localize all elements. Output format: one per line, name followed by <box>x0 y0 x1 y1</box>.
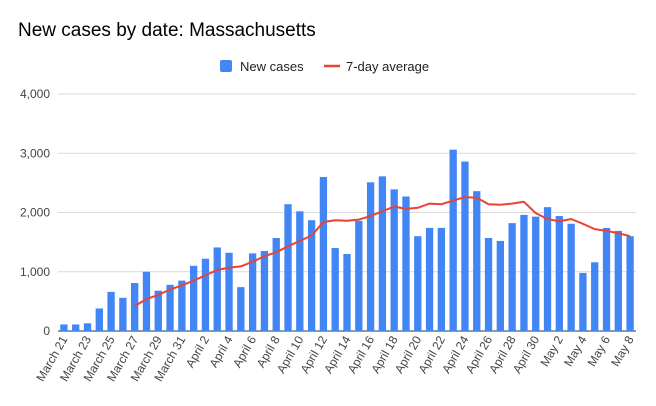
y-tick-label: 2,000 <box>20 206 50 220</box>
legend: New cases 7-day average <box>220 59 429 74</box>
x-tick-label: May 4 <box>561 333 590 369</box>
x-tick-label: May 6 <box>585 333 614 369</box>
bar <box>225 252 233 331</box>
bar <box>532 216 540 331</box>
bar <box>201 258 210 331</box>
line-7-day-average <box>134 196 631 307</box>
y-tick-label: 1,000 <box>20 265 50 279</box>
bar <box>260 251 269 331</box>
bar <box>602 227 611 331</box>
legend-swatch-new-cases <box>220 60 232 72</box>
bar <box>213 247 221 331</box>
bar <box>414 236 422 331</box>
bar <box>355 220 363 331</box>
bar <box>520 214 528 331</box>
bar <box>567 223 575 331</box>
bar <box>390 189 398 331</box>
bar <box>331 248 339 331</box>
bar <box>614 230 622 331</box>
bar <box>461 161 469 331</box>
bar <box>178 280 186 331</box>
bar <box>189 265 198 331</box>
bar <box>83 323 92 331</box>
y-tick-label: 3,000 <box>20 146 50 160</box>
legend-label-new-cases: New cases <box>240 59 304 74</box>
chart-title: New cases by date: Massachusetts <box>18 20 316 41</box>
bar <box>543 207 552 331</box>
bar <box>237 287 245 331</box>
bar <box>284 204 292 331</box>
y-tick-label: 4,000 <box>20 87 50 101</box>
bar <box>119 297 127 331</box>
bar <box>296 211 304 331</box>
bar <box>484 237 493 331</box>
bar <box>248 253 257 331</box>
bar <box>555 216 563 331</box>
bar <box>425 227 434 331</box>
bar <box>378 176 387 331</box>
bar <box>437 227 446 331</box>
bar <box>591 262 599 331</box>
bar <box>496 240 505 331</box>
bar <box>343 253 351 331</box>
bar <box>154 290 162 331</box>
bar <box>626 236 634 331</box>
bar <box>60 324 68 331</box>
bar <box>272 237 280 331</box>
bar <box>508 223 516 331</box>
bar <box>142 271 151 331</box>
x-tick-label: May 2 <box>537 333 566 369</box>
y-tick-label: 0 <box>43 324 50 338</box>
bar <box>449 149 457 331</box>
bar <box>366 182 375 331</box>
bar <box>72 324 80 331</box>
bar <box>402 196 410 331</box>
bar <box>319 176 328 331</box>
line-series-7-day-average <box>134 196 631 307</box>
legend-label-7-day-average: 7-day average <box>346 59 429 74</box>
bar-series-new-cases <box>60 149 634 331</box>
bar <box>307 220 316 331</box>
bar <box>473 191 481 331</box>
bar <box>107 291 115 331</box>
bar <box>131 283 139 331</box>
bar <box>579 272 587 331</box>
bar <box>95 308 103 331</box>
x-tick-label: May 8 <box>608 333 637 369</box>
bar <box>166 284 174 331</box>
y-axis-ticks: 0 1,000 2,000 3,000 4,000 <box>20 87 50 338</box>
